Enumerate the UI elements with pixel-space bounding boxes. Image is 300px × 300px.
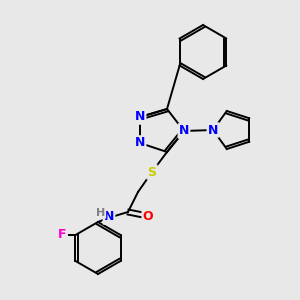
Text: N: N [208, 124, 218, 136]
Text: F: F [58, 229, 67, 242]
Text: N: N [179, 124, 189, 137]
Text: N: N [135, 110, 145, 124]
Text: S: S [148, 166, 157, 178]
Text: N: N [104, 211, 114, 224]
Text: N: N [135, 136, 145, 149]
Text: O: O [143, 209, 153, 223]
Text: H: H [96, 208, 106, 218]
